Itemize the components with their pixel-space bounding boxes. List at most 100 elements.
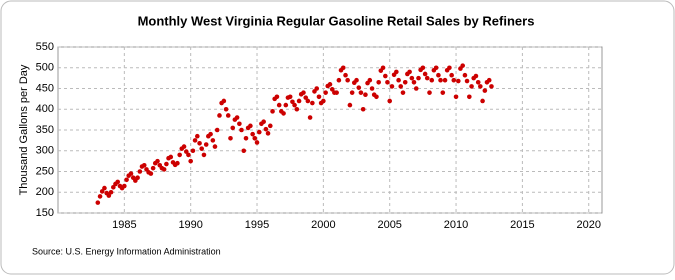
data-point <box>276 102 282 108</box>
x-tick-label: 2020 <box>576 219 600 231</box>
x-tick-label: 1995 <box>245 219 269 231</box>
data-point <box>383 73 388 79</box>
data-point <box>135 175 140 181</box>
data-point <box>482 88 488 93</box>
data-point <box>436 72 441 78</box>
data-point <box>416 75 421 81</box>
data-point <box>184 149 189 154</box>
data-point <box>334 90 339 95</box>
data-point <box>290 99 295 105</box>
data-point <box>329 87 335 92</box>
data-point <box>433 65 439 71</box>
data-point <box>489 84 494 89</box>
data-point <box>141 162 147 168</box>
data-point <box>155 158 160 164</box>
x-tick-label: 1985 <box>112 219 136 231</box>
y-tick-label: 400 <box>36 103 54 115</box>
data-point <box>248 123 253 129</box>
data-point <box>164 161 169 167</box>
data-point <box>327 82 333 87</box>
data-point <box>336 77 342 83</box>
data-point <box>221 98 227 104</box>
data-point <box>108 189 114 195</box>
data-point <box>294 106 300 112</box>
data-point <box>177 152 182 158</box>
data-point <box>473 73 479 79</box>
data-point <box>263 126 269 132</box>
data-point <box>254 140 260 145</box>
data-point <box>287 94 293 100</box>
data-point <box>316 94 322 100</box>
data-point <box>267 123 273 129</box>
data-point <box>197 140 202 146</box>
data-point <box>478 84 483 89</box>
data-point <box>380 65 386 71</box>
data-point <box>447 65 452 71</box>
data-point <box>427 90 432 95</box>
data-point <box>310 100 315 106</box>
data-point <box>148 171 154 176</box>
data-point <box>442 77 448 83</box>
data-point <box>396 77 401 83</box>
data-point <box>360 106 366 112</box>
data-point <box>307 115 313 120</box>
data-point <box>137 169 143 174</box>
data-point <box>234 115 240 120</box>
data-point <box>186 152 191 158</box>
data-point <box>265 131 271 136</box>
data-point <box>369 86 375 91</box>
y-tick-label: 550 <box>36 41 54 53</box>
y-tick-label: 450 <box>36 82 54 94</box>
data-point <box>402 79 408 85</box>
data-point <box>464 78 470 84</box>
data-point <box>192 138 198 143</box>
data-point <box>243 136 249 141</box>
data-point <box>241 148 247 154</box>
data-point <box>223 106 229 112</box>
data-point <box>261 119 266 124</box>
data-point <box>398 84 404 89</box>
data-point <box>374 94 379 100</box>
data-point <box>190 148 196 154</box>
data-point <box>413 86 419 91</box>
data-point <box>228 136 233 141</box>
data-point <box>217 113 222 118</box>
data-point <box>301 90 306 95</box>
data-point <box>460 63 465 68</box>
data-point <box>256 129 262 135</box>
data-point <box>440 90 446 95</box>
data-point <box>99 189 105 194</box>
data-point <box>453 94 459 100</box>
y-tick-label: 250 <box>36 165 54 177</box>
data-point <box>296 98 302 104</box>
source-note: Source: U.S. Energy Information Administ… <box>32 246 221 256</box>
y-tick-label: 150 <box>36 207 54 219</box>
data-point <box>303 95 309 100</box>
data-point <box>462 72 468 78</box>
data-point <box>486 77 492 83</box>
data-point <box>394 69 399 75</box>
data-point <box>387 98 393 104</box>
data-point <box>214 127 220 133</box>
data-point <box>467 94 472 100</box>
data-point <box>389 84 395 89</box>
data-point <box>225 113 231 118</box>
data-point <box>95 200 101 205</box>
data-point <box>451 77 457 83</box>
data-point <box>363 92 368 98</box>
data-point <box>252 136 258 141</box>
data-point <box>124 177 129 183</box>
data-point <box>376 79 381 85</box>
data-point <box>407 69 412 75</box>
data-point <box>150 165 156 171</box>
data-point <box>281 111 286 116</box>
data-point <box>175 160 180 166</box>
data-point <box>250 131 255 137</box>
data-point <box>106 193 112 198</box>
data-point <box>122 183 127 189</box>
data-point <box>323 90 328 95</box>
data-point <box>203 142 209 147</box>
data-point <box>340 65 346 71</box>
